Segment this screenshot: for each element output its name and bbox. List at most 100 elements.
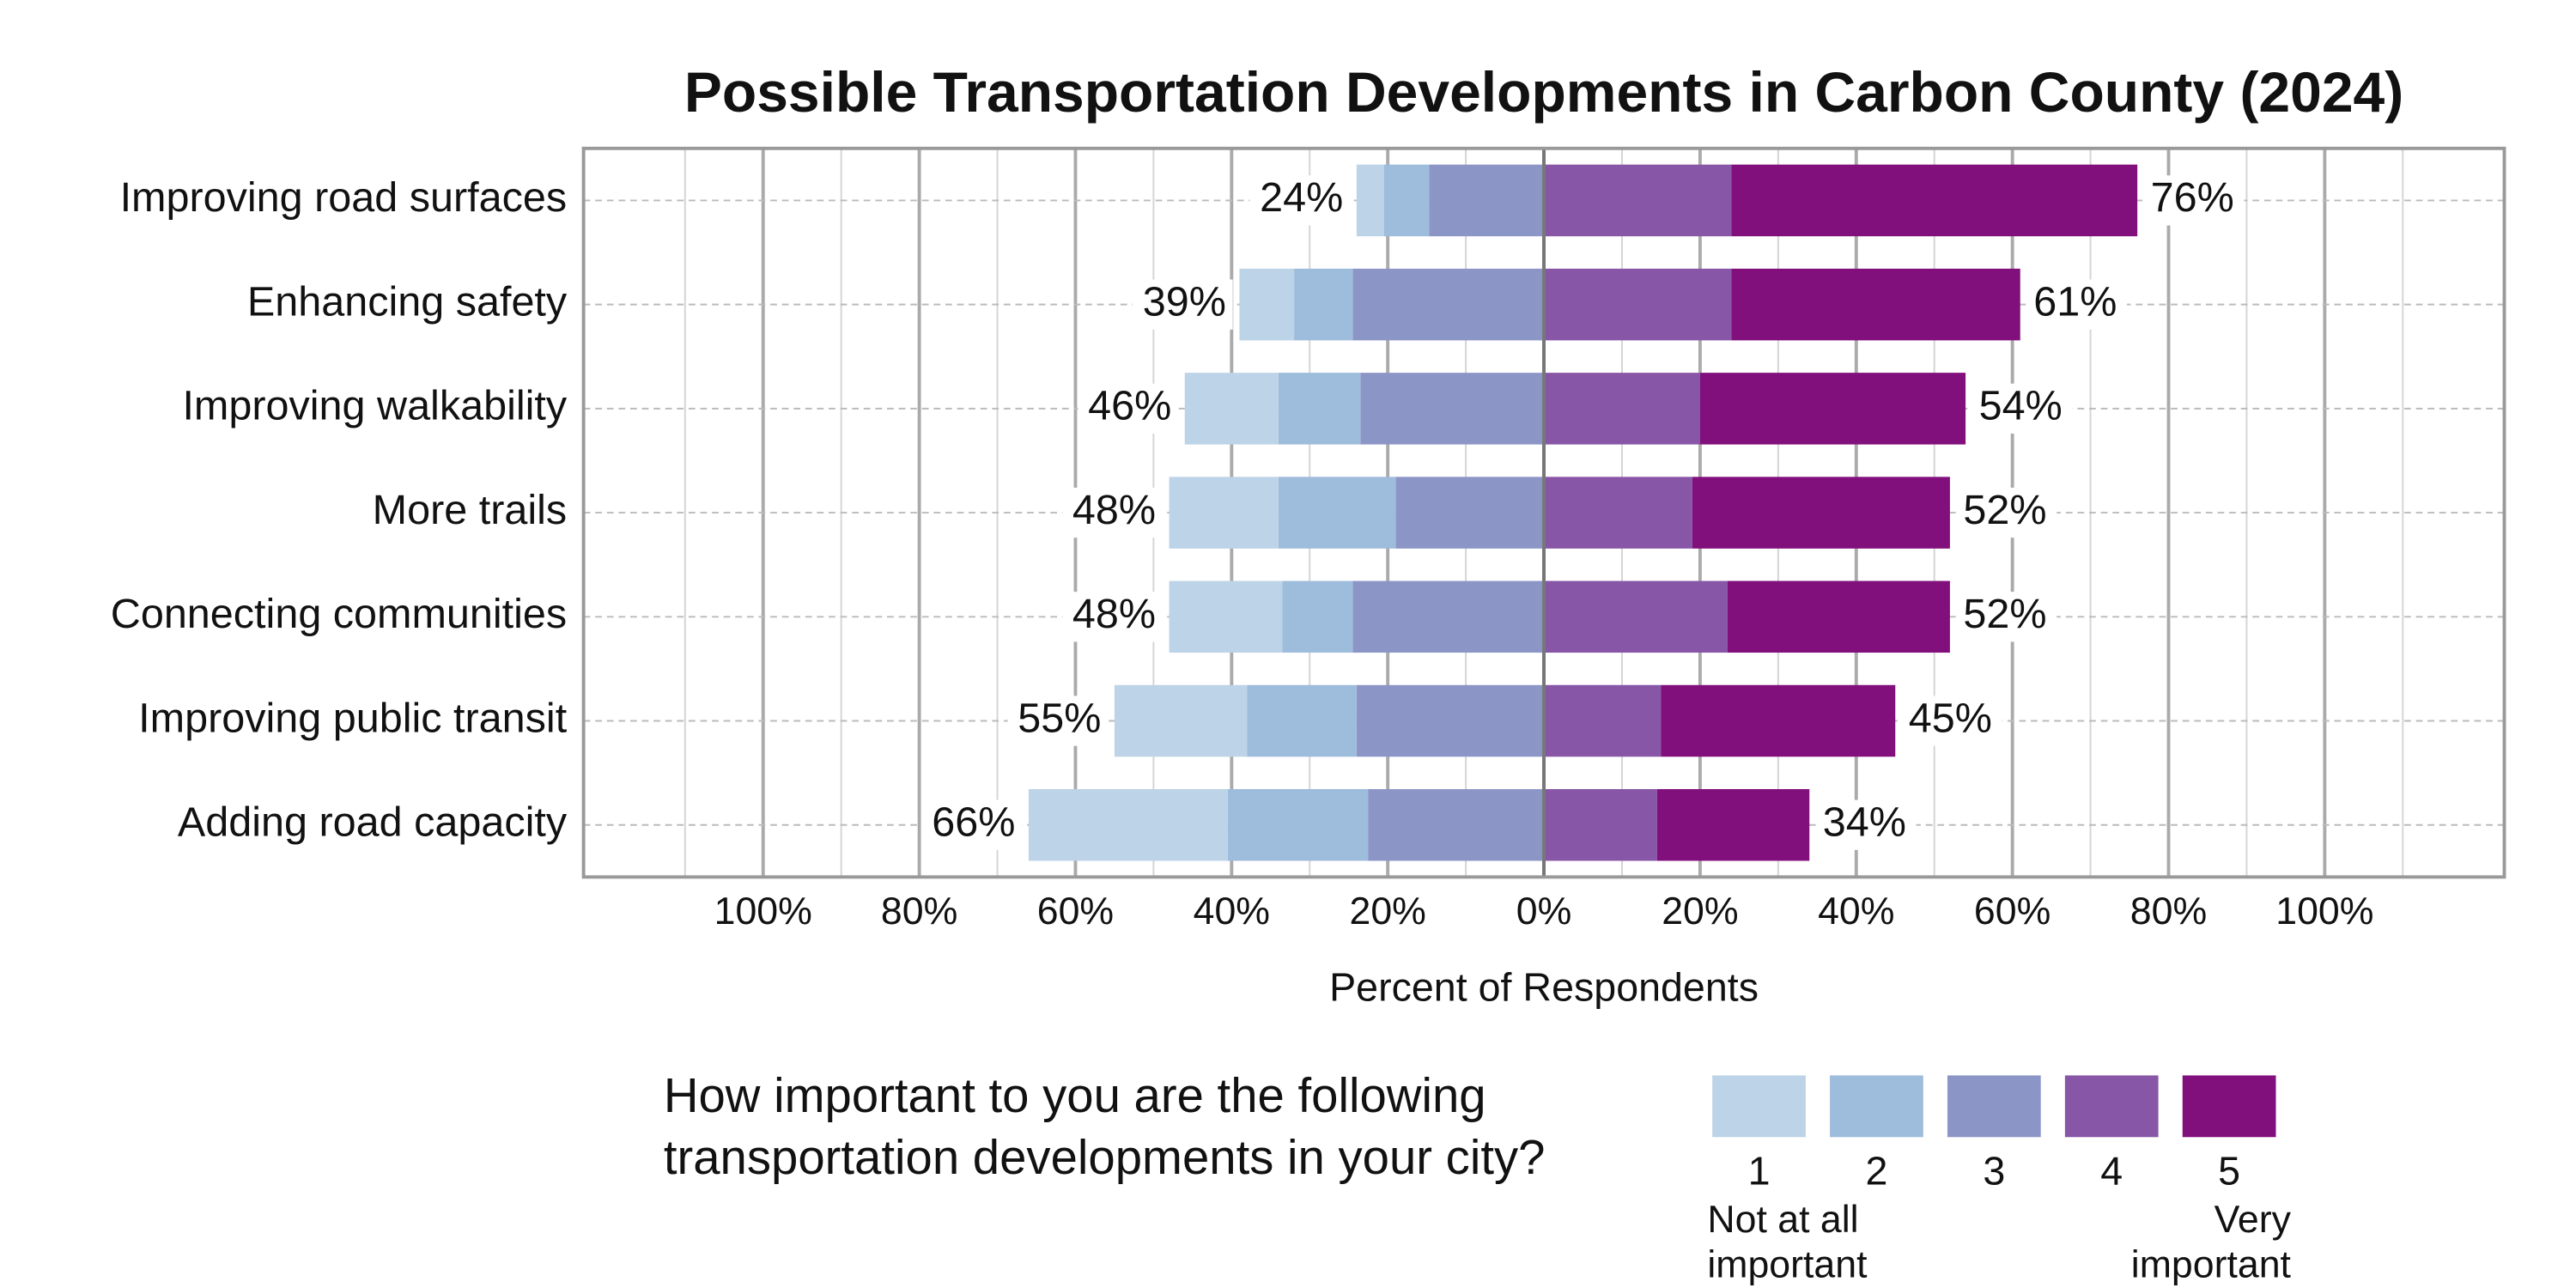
bar-segment <box>1114 684 1248 757</box>
x-tick-label: 100% <box>2275 890 2373 933</box>
bar-segment <box>1731 268 2020 341</box>
legend-label: 4 <box>2100 1148 2123 1193</box>
plot-frame <box>581 146 2506 879</box>
bar-segment <box>1352 580 1545 653</box>
bar-segment <box>1692 477 1950 549</box>
bar-segment <box>1227 789 1369 861</box>
legend-swatch <box>1947 1075 2041 1138</box>
bar-segment <box>1282 580 1353 653</box>
x-tick-label: 20% <box>1350 890 1426 933</box>
label-bg <box>1078 383 1179 434</box>
bar-segment <box>1699 373 1966 445</box>
bar-segment <box>1544 268 1732 341</box>
legend-label: 5 <box>2218 1148 2240 1193</box>
bar-segment <box>1169 477 1279 549</box>
bar-segment <box>1239 268 1295 341</box>
y-tick-label: Improving walkability <box>182 383 567 429</box>
bar-segment <box>1383 164 1430 237</box>
label-bg <box>1971 383 2073 434</box>
legend-high-label: Very important <box>2130 1197 2291 1286</box>
bar-segment <box>1294 268 1353 341</box>
legend-swatch <box>2182 1075 2276 1138</box>
label-bg <box>1815 799 1917 850</box>
legend-label: 1 <box>1748 1148 1771 1193</box>
label-bg <box>1902 696 2002 746</box>
total-label: 55% <box>1018 695 1101 741</box>
x-tick-label: 80% <box>881 890 957 933</box>
x-tick-label: 60% <box>1037 890 1114 933</box>
y-tick-label: Enhancing safety <box>247 278 568 325</box>
total-label: 52% <box>1963 591 2046 637</box>
bar-segment <box>1356 684 1545 757</box>
label-bg <box>1249 175 1351 226</box>
y-tick-label: Improving road surfaces <box>120 174 568 221</box>
label-bg <box>1133 279 1233 330</box>
total-label: 66% <box>932 799 1015 846</box>
bar-segment <box>1544 164 1732 237</box>
bar-segment <box>1544 789 1657 861</box>
label-bg <box>1956 487 2057 538</box>
x-tick-label: 100% <box>714 890 812 933</box>
bar-segment <box>1544 373 1700 445</box>
bar-segment <box>1544 580 1728 653</box>
y-tick-label: Connecting communities <box>111 591 567 637</box>
legend-low-box: Not at all important <box>1707 1197 1868 1286</box>
total-label: 54% <box>1979 383 2063 429</box>
bar-segment <box>1544 477 1692 549</box>
chart-title: Possible Transportation Developments in … <box>684 60 2403 124</box>
bar-segment <box>1184 373 1279 445</box>
bar-segment <box>1368 789 1545 861</box>
bar-segment <box>1352 268 1545 341</box>
label-bg <box>2143 175 2245 226</box>
bar-segment <box>1028 789 1228 861</box>
label-bg <box>1062 592 1163 642</box>
total-label: 52% <box>1963 487 2046 533</box>
bar-segment <box>1247 684 1357 757</box>
bar-segment <box>1360 373 1545 445</box>
y-tick-label: Adding road capacity <box>178 799 568 846</box>
total-label: 76% <box>2151 174 2234 221</box>
legend-label: 3 <box>1983 1148 2005 1193</box>
total-label: 39% <box>1143 278 1226 325</box>
x-axis-label: Percent of Respondents <box>1329 965 1759 1010</box>
legend-label: 2 <box>1865 1148 1887 1193</box>
bar-segment <box>1656 789 1810 861</box>
label-bg <box>1062 487 1163 538</box>
bar-segment <box>1727 580 1950 653</box>
label-bg <box>1007 696 1109 746</box>
total-label: 61% <box>2033 278 2117 325</box>
bar-segment <box>1395 477 1545 549</box>
total-label: 48% <box>1072 591 1156 637</box>
bar-segment <box>1429 164 1545 237</box>
y-tick-label: More trails <box>373 487 568 533</box>
x-tick-label: 0% <box>1516 890 1572 933</box>
bar-segment <box>1356 164 1384 237</box>
bar-segment <box>1278 477 1396 549</box>
y-tick-label: Improving public transit <box>138 695 568 741</box>
legend-high-box: Very important <box>2130 1197 2291 1286</box>
x-tick-label: 80% <box>2130 890 2207 933</box>
total-label: 45% <box>1909 695 1992 741</box>
legend-title: How important to you are the following t… <box>663 1070 1546 1186</box>
x-tick-label: 40% <box>1818 890 1894 933</box>
legend-swatch <box>1712 1075 1806 1138</box>
x-tick-label: 60% <box>1974 890 2050 933</box>
legend-swatch <box>1830 1075 1923 1138</box>
label-bg <box>2026 279 2128 330</box>
bar-segment <box>1278 373 1361 445</box>
total-label: 48% <box>1072 487 1156 533</box>
label-bg <box>1956 592 2057 642</box>
legend-swatch <box>2064 1075 2159 1138</box>
x-tick-label: 20% <box>1662 890 1738 933</box>
legend-low-label: Not at all important <box>1707 1197 1868 1286</box>
total-label: 24% <box>1260 174 1343 221</box>
bar-segment <box>1661 684 1896 757</box>
bar-segment <box>1731 164 2138 237</box>
total-label: 46% <box>1088 383 1171 429</box>
legend-title-box: How important to you are the following t… <box>663 1070 1546 1186</box>
x-tick-label: 40% <box>1194 890 1270 933</box>
bar-segment <box>1544 684 1662 757</box>
bar-segment <box>1169 580 1283 653</box>
label-bg <box>921 799 1023 850</box>
